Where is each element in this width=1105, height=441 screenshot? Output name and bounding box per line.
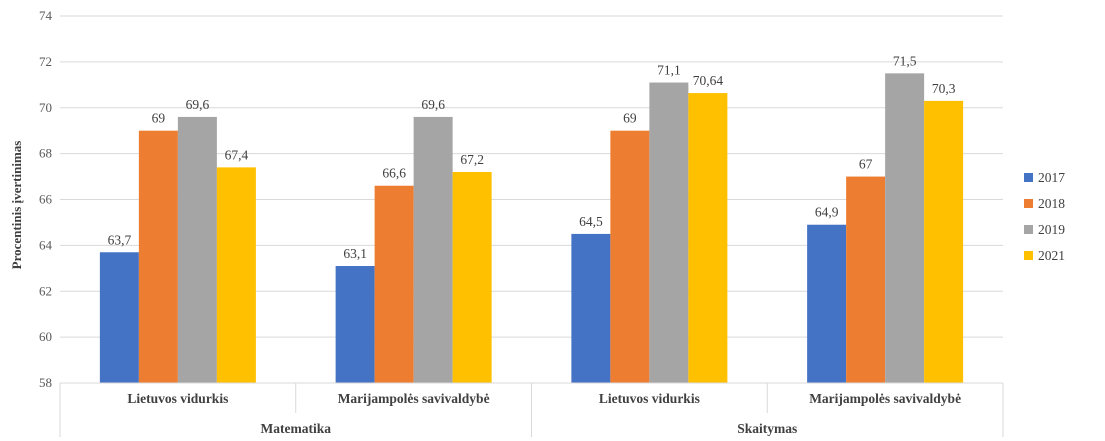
y-tick-label: 60 <box>39 329 52 344</box>
bar-2017 <box>335 266 375 383</box>
legend-label: 2017 <box>1038 170 1065 185</box>
y-tick-label: 70 <box>39 100 52 115</box>
bar-2019 <box>649 82 689 384</box>
y-axis-ticks: 58 60 62 64 66 68 70 72 74 <box>39 8 53 390</box>
legend-swatch <box>1024 225 1033 234</box>
category-label: Lietuvos vidurkis <box>599 391 700 406</box>
data-label: 64,9 <box>815 205 839 220</box>
bar-2018 <box>846 176 886 383</box>
bar-2018 <box>610 130 650 383</box>
legend-swatch <box>1024 173 1033 182</box>
bar-2018 <box>374 185 414 383</box>
bar-2017 <box>571 233 611 383</box>
data-label: 67,2 <box>460 152 484 167</box>
data-label: 69,6 <box>186 97 210 112</box>
category-label: Lietuvos vidurkis <box>127 391 228 406</box>
data-label: 69 <box>623 111 637 126</box>
y-tick-label: 72 <box>39 54 52 69</box>
bar-2017 <box>807 224 847 383</box>
legend: 2017 2018 2019 2021 <box>1024 170 1065 263</box>
legend-label: 2018 <box>1038 196 1065 211</box>
data-label: 67,4 <box>225 147 249 162</box>
bar-2019 <box>413 116 453 384</box>
data-label: 64,5 <box>579 214 603 229</box>
group-label: Matematika <box>261 421 332 436</box>
group-label: Skaitymas <box>737 421 797 436</box>
y-tick-label: 68 <box>39 146 52 161</box>
legend-swatch <box>1024 199 1033 208</box>
y-tick-label: 64 <box>39 237 53 252</box>
bar-2019 <box>885 73 925 383</box>
y-axis-title: Procentinis įvertinimas <box>9 141 24 270</box>
category-label: Marijampolės savivaldybė <box>338 391 490 406</box>
y-tick-label: 66 <box>39 192 53 207</box>
category-label: Marijampolės savivaldybė <box>809 391 961 406</box>
bar-2017 <box>99 252 139 383</box>
bar-2021 <box>216 167 256 383</box>
data-label: 71,5 <box>893 53 917 68</box>
legend-label: 2019 <box>1038 222 1065 237</box>
bar-2021 <box>688 93 728 383</box>
bar-2018 <box>138 130 178 383</box>
bar-2021 <box>452 171 492 383</box>
data-label: 70,64 <box>693 73 724 88</box>
data-label: 67 <box>859 157 873 172</box>
data-labels: 63,7 69 69,6 67,4 63,1 66,6 69,6 67,2 64,5 69 71,1… <box>108 53 956 261</box>
data-label: 69,6 <box>421 97 445 112</box>
legend-swatch <box>1024 251 1033 260</box>
y-tick-label: 58 <box>39 375 52 390</box>
y-tick-label: 74 <box>39 8 53 23</box>
bars <box>99 73 964 384</box>
data-label: 66,6 <box>382 166 406 181</box>
data-label: 69 <box>152 111 166 126</box>
y-tick-label: 62 <box>39 283 52 298</box>
data-label: 63,1 <box>343 246 367 261</box>
x-axis: Lietuvos vidurkis Marijampolės savivaldyb… <box>59 382 1004 437</box>
bar-2021 <box>924 100 964 384</box>
data-label: 71,1 <box>657 63 681 78</box>
data-label: 63,7 <box>108 232 132 247</box>
bar-2019 <box>177 116 217 384</box>
legend-label: 2021 <box>1038 248 1065 263</box>
data-label: 70,3 <box>932 81 956 96</box>
